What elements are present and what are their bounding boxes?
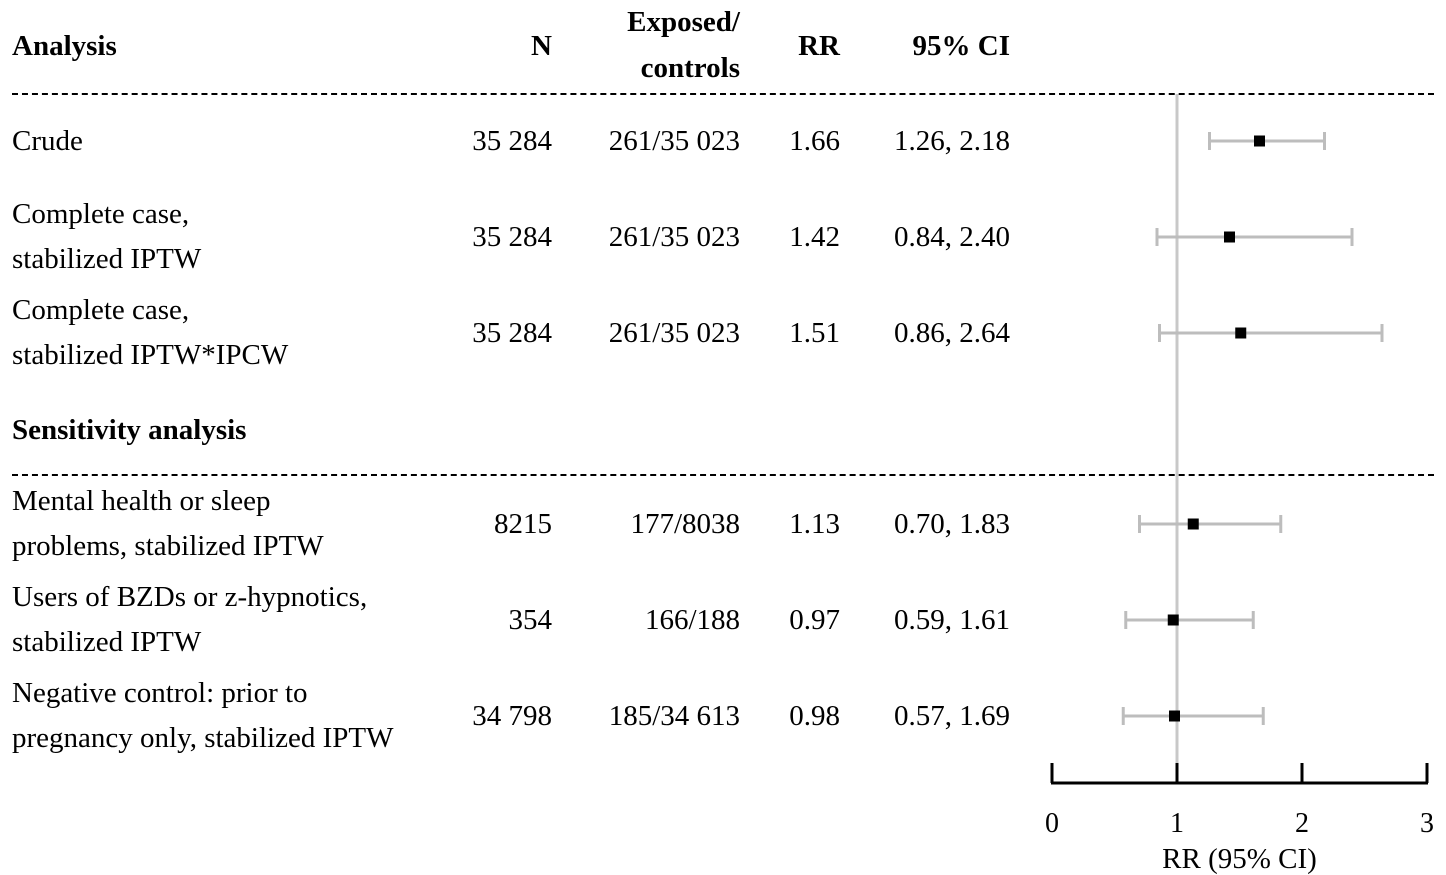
section-heading-sensitivity: Sensitivity analysis xyxy=(12,414,247,446)
x-tick-label: 2 xyxy=(1295,808,1309,839)
point-estimate xyxy=(1167,614,1179,626)
row-ci: 0.84, 2.40 xyxy=(894,221,1010,253)
row-rr: 0.98 xyxy=(789,700,840,732)
row-n: 354 xyxy=(508,604,553,636)
row-n: 8215 xyxy=(494,508,552,540)
row-label-line1: Mental health or sleep xyxy=(12,485,271,517)
row-rr: 1.51 xyxy=(789,317,840,349)
section-divider xyxy=(12,474,1434,476)
row-exposed-controls: 177/8038 xyxy=(630,508,740,540)
row-label-line2: pregnancy only, stabilized IPTW xyxy=(12,722,394,754)
row-n: 34 798 xyxy=(472,700,552,732)
point-estimate xyxy=(1224,231,1235,243)
row-ci: 0.57, 1.69 xyxy=(894,700,1010,732)
row-exposed-controls: 261/35 023 xyxy=(608,221,740,253)
row-label-line1: Complete case, xyxy=(12,198,190,230)
row-n: 35 284 xyxy=(472,125,552,157)
row-label-line2: stabilized IPTW*IPCW xyxy=(12,339,289,371)
header-ci: 95% CI xyxy=(912,30,1010,62)
row-n: 35 284 xyxy=(472,317,552,349)
point-estimate xyxy=(1187,518,1199,530)
row-label-line1: Complete case, xyxy=(12,294,190,326)
header-exposed-line2: controls xyxy=(640,52,740,84)
row-label-line1: Users of BZDs or z-hypnotics, xyxy=(12,581,368,613)
row-exposed-controls: 166/188 xyxy=(644,604,740,636)
row-label-line2: stabilized IPTW xyxy=(12,626,202,658)
row-rr: 1.13 xyxy=(789,508,840,540)
point-estimate xyxy=(1169,710,1180,722)
header-n: N xyxy=(531,30,552,62)
row-rr: 0.97 xyxy=(789,604,840,636)
x-axis-label: RR (95% CI) xyxy=(1162,843,1317,875)
row-rr: 1.42 xyxy=(789,221,840,253)
x-tick-label: 0 xyxy=(1045,808,1059,839)
row-n: 35 284 xyxy=(472,221,552,253)
row-exposed-controls: 261/35 023 xyxy=(608,125,740,157)
row-exposed-controls: 185/34 613 xyxy=(608,700,740,732)
row-label: Crude xyxy=(12,125,83,157)
x-tick-label: 3 xyxy=(1420,808,1434,839)
row-label-line1: Negative control: prior to xyxy=(12,677,308,709)
row-rr: 1.66 xyxy=(789,125,840,157)
point-estimate xyxy=(1235,327,1247,339)
point-estimate xyxy=(1254,135,1265,147)
row-ci: 0.70, 1.83 xyxy=(894,508,1010,540)
header-exposed-line1: Exposed/ xyxy=(627,6,740,38)
row-label-line2: stabilized IPTW xyxy=(12,243,202,275)
row-ci: 1.26, 2.18 xyxy=(894,125,1010,157)
row-ci: 0.59, 1.61 xyxy=(894,604,1010,636)
row-ci: 0.86, 2.64 xyxy=(894,317,1010,349)
header-analysis: Analysis xyxy=(12,30,117,62)
header-rr: RR xyxy=(798,30,840,62)
x-tick-label: 1 xyxy=(1170,808,1184,839)
header-divider xyxy=(12,93,1434,95)
row-exposed-controls: 261/35 023 xyxy=(608,317,740,349)
row-label-line2: problems, stabilized IPTW xyxy=(12,530,324,562)
